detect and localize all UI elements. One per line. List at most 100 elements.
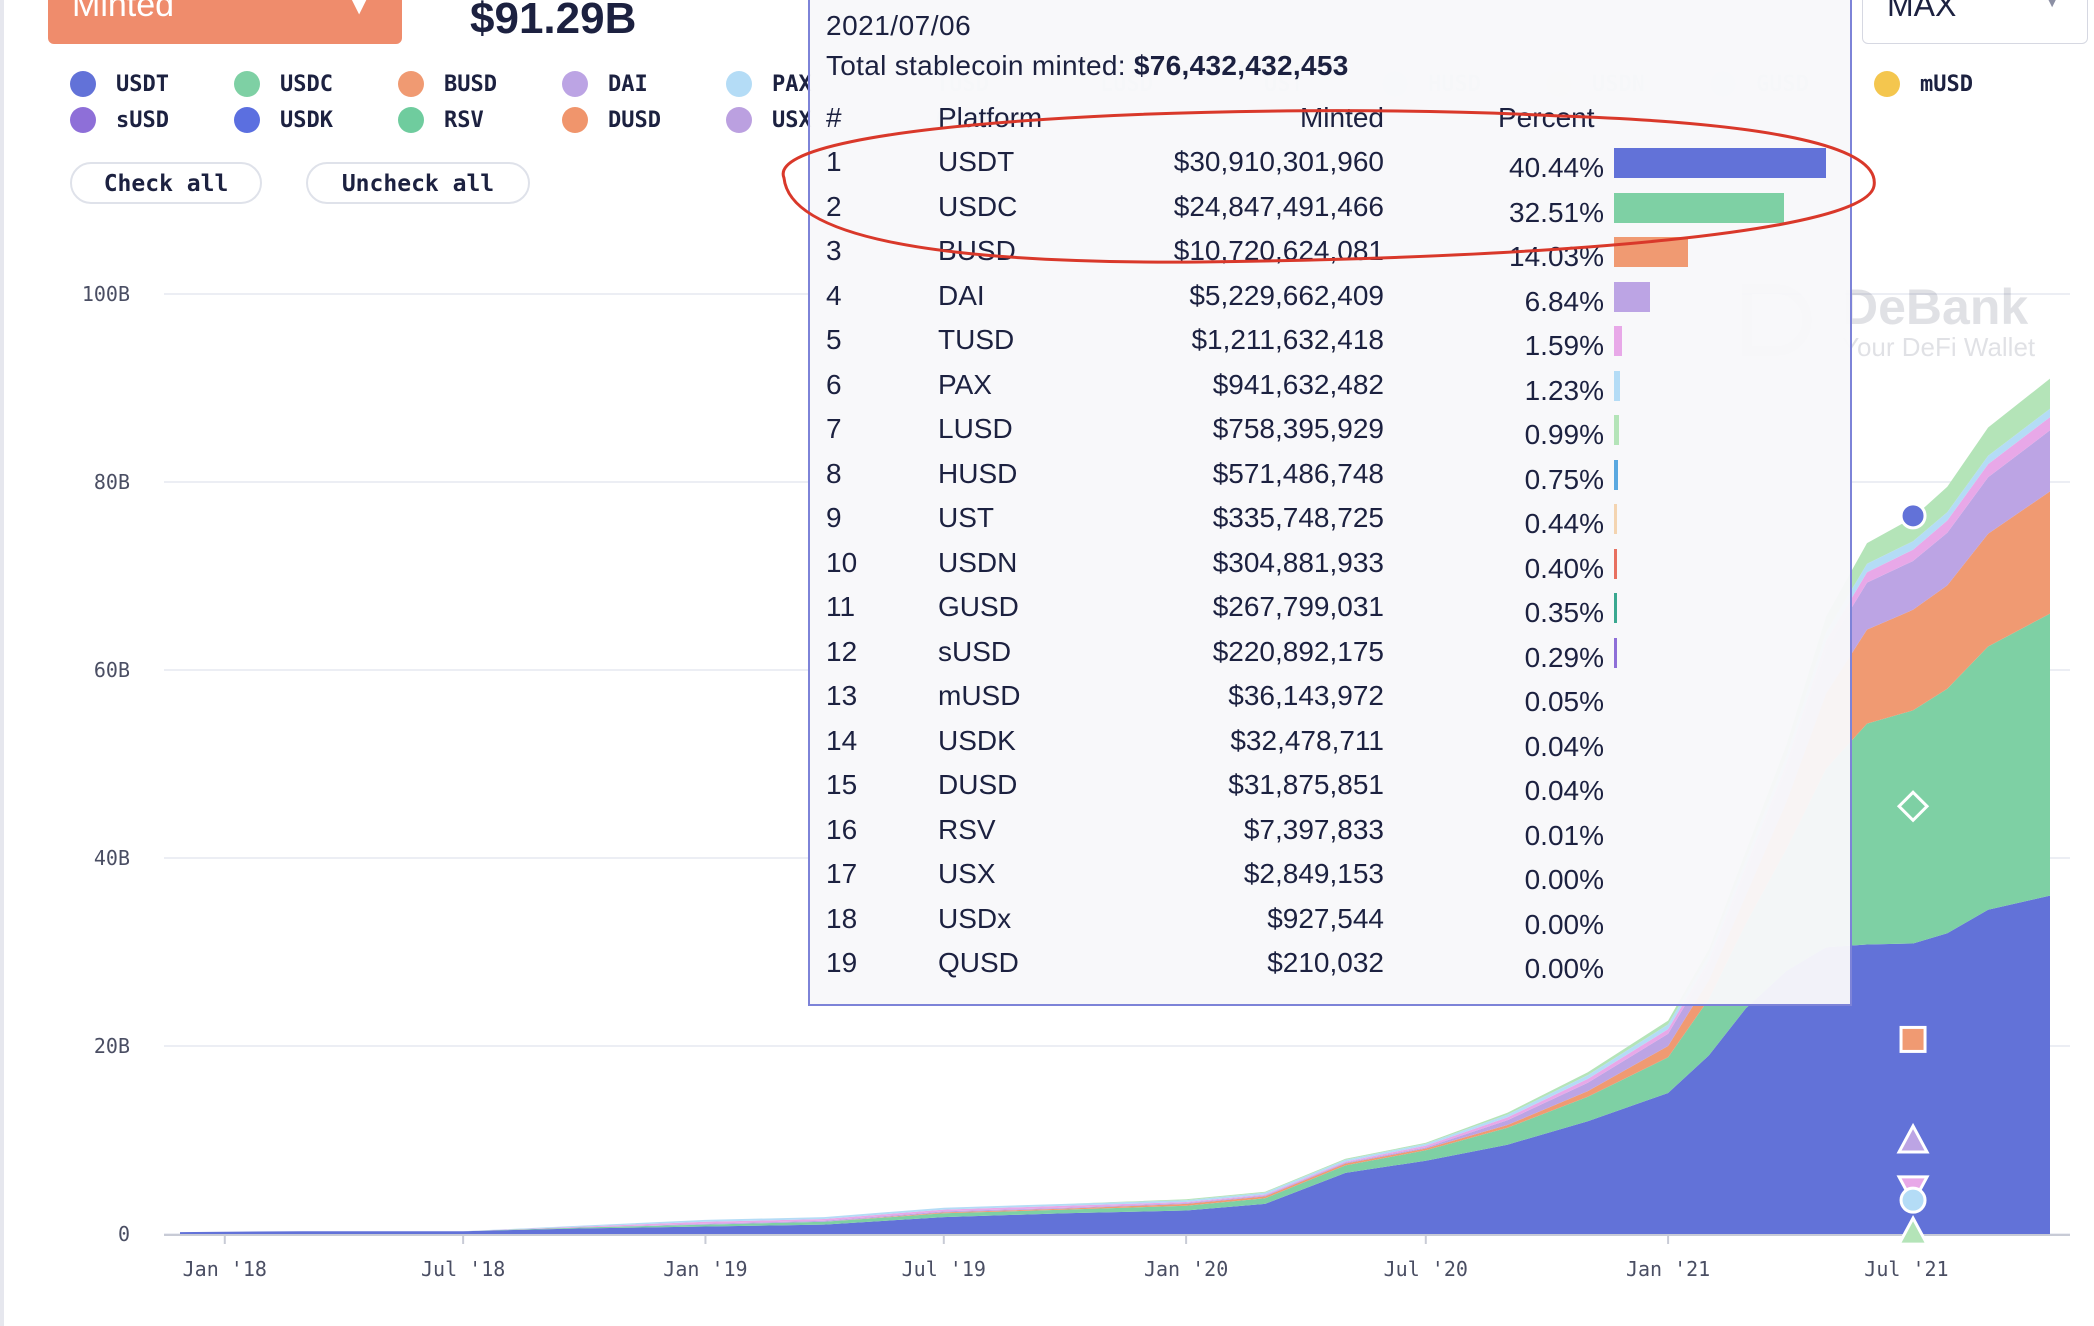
legend-label: DUSD <box>608 107 661 133</box>
row-rank: 2 <box>826 190 842 222</box>
row-rank: 14 <box>826 724 858 756</box>
row-minted: $30,910,301,960 <box>1173 146 1384 177</box>
y-tick-label: 40B <box>94 846 130 870</box>
tooltip-row: 2 USDC $24,847,491,466 32.51% <box>810 191 1850 235</box>
legend-label: DAI <box>608 71 648 97</box>
red-highlight-ellipse <box>781 109 1876 264</box>
row-percent: 1.59% <box>1524 330 1604 361</box>
row-minted: $7,397,833 <box>1243 813 1384 845</box>
row-minted: $304,881,933 <box>1212 546 1384 578</box>
total-value: $91.29B <box>470 0 637 43</box>
row-platform: PAX <box>938 368 992 400</box>
row-minted: $2,849,153 <box>1243 858 1384 889</box>
row-percent: 0.05% <box>1524 686 1604 717</box>
row-minted: $758,395,929 <box>1212 413 1384 444</box>
legend-item-pax[interactable]: PAX <box>726 71 812 97</box>
legend-label: PAX <box>772 71 812 97</box>
header-minted: Minted <box>1299 102 1384 133</box>
tooltip-row: 18 USDx $927,544 0.00% <box>810 903 1850 947</box>
legend-item-dusd[interactable]: DUSD <box>562 107 661 133</box>
tooltip-row: 12 sUSD $220,892,175 0.29% <box>810 636 1850 680</box>
tooltip-row: 13 mUSD $36,143,972 0.05% <box>810 680 1850 724</box>
row-minted: $267,799,031 <box>1212 591 1384 622</box>
metric-select[interactable]: Minted ▼ <box>48 0 402 44</box>
range-select[interactable]: MAX ▼ <box>1862 0 2088 44</box>
chart-tooltip: 2021/07/06 Total stablecoin minted: $76,… <box>808 0 1852 1006</box>
row-minted: $335,748,725 <box>1212 502 1384 533</box>
legend-item-musd[interactable]: mUSD <box>1874 71 1973 97</box>
legend-item-rsv[interactable]: RSV <box>398 107 484 133</box>
row-platform: QUSD <box>938 947 1019 978</box>
legend-item-usdc[interactable]: USDC <box>234 71 333 97</box>
legend-dot-icon <box>562 107 588 133</box>
row-minted: $32,478,711 <box>1230 724 1384 756</box>
row-percent: 0.40% <box>1524 552 1604 584</box>
legend-dot-icon <box>1874 71 1900 97</box>
legend-label: USDC <box>280 71 333 97</box>
legend-label: sUSD <box>116 107 169 133</box>
row-rank: 15 <box>826 769 858 800</box>
row-platform: TUSD <box>938 324 1015 355</box>
x-tick-label: Jul '19 <box>902 1257 986 1281</box>
legend-dot-icon <box>234 107 260 133</box>
y-tick-label: 80B <box>94 470 130 494</box>
legend-dot-icon <box>726 107 752 133</box>
range-select-label: MAX <box>1887 0 1957 23</box>
row-percent: 1.23% <box>1524 374 1604 406</box>
x-tick-label: Jan '19 <box>663 1257 747 1281</box>
row-rank: 13 <box>826 680 858 711</box>
row-platform: DUSD <box>938 769 1018 800</box>
row-rank: 5 <box>826 324 842 355</box>
hover-marker-pax <box>1899 1186 1927 1214</box>
tooltip-row: 11 GUSD $267,799,031 0.35% <box>810 591 1850 635</box>
y-tick-label: 100B <box>82 282 130 306</box>
x-tick-label: Jul '20 <box>1384 1257 1468 1281</box>
legend-item-dai[interactable]: DAI <box>562 71 648 97</box>
row-platform: USDT <box>938 146 1015 177</box>
row-platform: sUSD <box>938 635 1012 667</box>
row-platform: USDN <box>938 546 1018 578</box>
row-platform: HUSD <box>938 457 1018 489</box>
tooltip-row: 19 QUSD $210,032 0.00% <box>810 947 1850 991</box>
x-tick-label: Jan '20 <box>1144 1257 1228 1281</box>
legend-item-usdt[interactable]: USDT <box>70 71 169 97</box>
area-series-usdt <box>180 895 2050 1234</box>
tooltip-date: 2021/07/06 <box>826 10 972 41</box>
tooltip-row: 4 DAI $5,229,662,409 6.84% <box>810 280 1850 324</box>
row-platform: RSV <box>938 813 996 845</box>
tooltip-total-value: $76,432,432,453 <box>1133 50 1349 81</box>
hover-marker-usdc <box>1896 790 1930 823</box>
row-percent-bar <box>1614 148 1826 178</box>
row-rank: 16 <box>826 813 858 845</box>
y-tick-label: 60B <box>94 658 130 682</box>
row-percent: 0.00% <box>1524 953 1604 984</box>
uncheck-all-button[interactable]: Uncheck all <box>306 162 530 204</box>
row-rank: 11 <box>826 591 856 622</box>
row-platform: UST <box>938 502 994 533</box>
row-platform: USX <box>938 858 996 889</box>
legend-dot-icon <box>562 71 588 97</box>
legend-item-busd[interactable]: BUSD <box>398 71 497 97</box>
row-platform: GUSD <box>938 591 1019 622</box>
hover-marker-dai <box>1896 1122 1930 1154</box>
row-rank: 4 <box>826 279 842 311</box>
tooltip-row: 15 DUSD $31,875,851 0.04% <box>810 769 1850 813</box>
legend-item-usdk[interactable]: USDK <box>234 107 333 133</box>
check-all-button[interactable]: Check all <box>70 162 262 204</box>
row-percent: 0.35% <box>1524 597 1604 628</box>
row-platform: USDC <box>938 190 1018 222</box>
legend-label: USX <box>772 107 812 133</box>
row-rank: 6 <box>826 368 842 400</box>
row-percent: 0.29% <box>1524 641 1604 673</box>
metric-select-label: Minted <box>72 0 175 24</box>
legend-item-susd[interactable]: sUSD <box>70 107 169 133</box>
row-percent-bar <box>1614 504 1617 534</box>
legend-dot-icon <box>726 71 752 97</box>
row-rank: 7 <box>826 413 842 444</box>
row-percent-bar <box>1614 637 1617 668</box>
row-minted: $24,847,491,466 <box>1173 190 1384 222</box>
row-percent-bar <box>1614 415 1620 445</box>
legend-item-usx[interactable]: USX <box>726 107 812 133</box>
tooltip-row: 9 UST $335,748,725 0.44% <box>810 502 1850 546</box>
